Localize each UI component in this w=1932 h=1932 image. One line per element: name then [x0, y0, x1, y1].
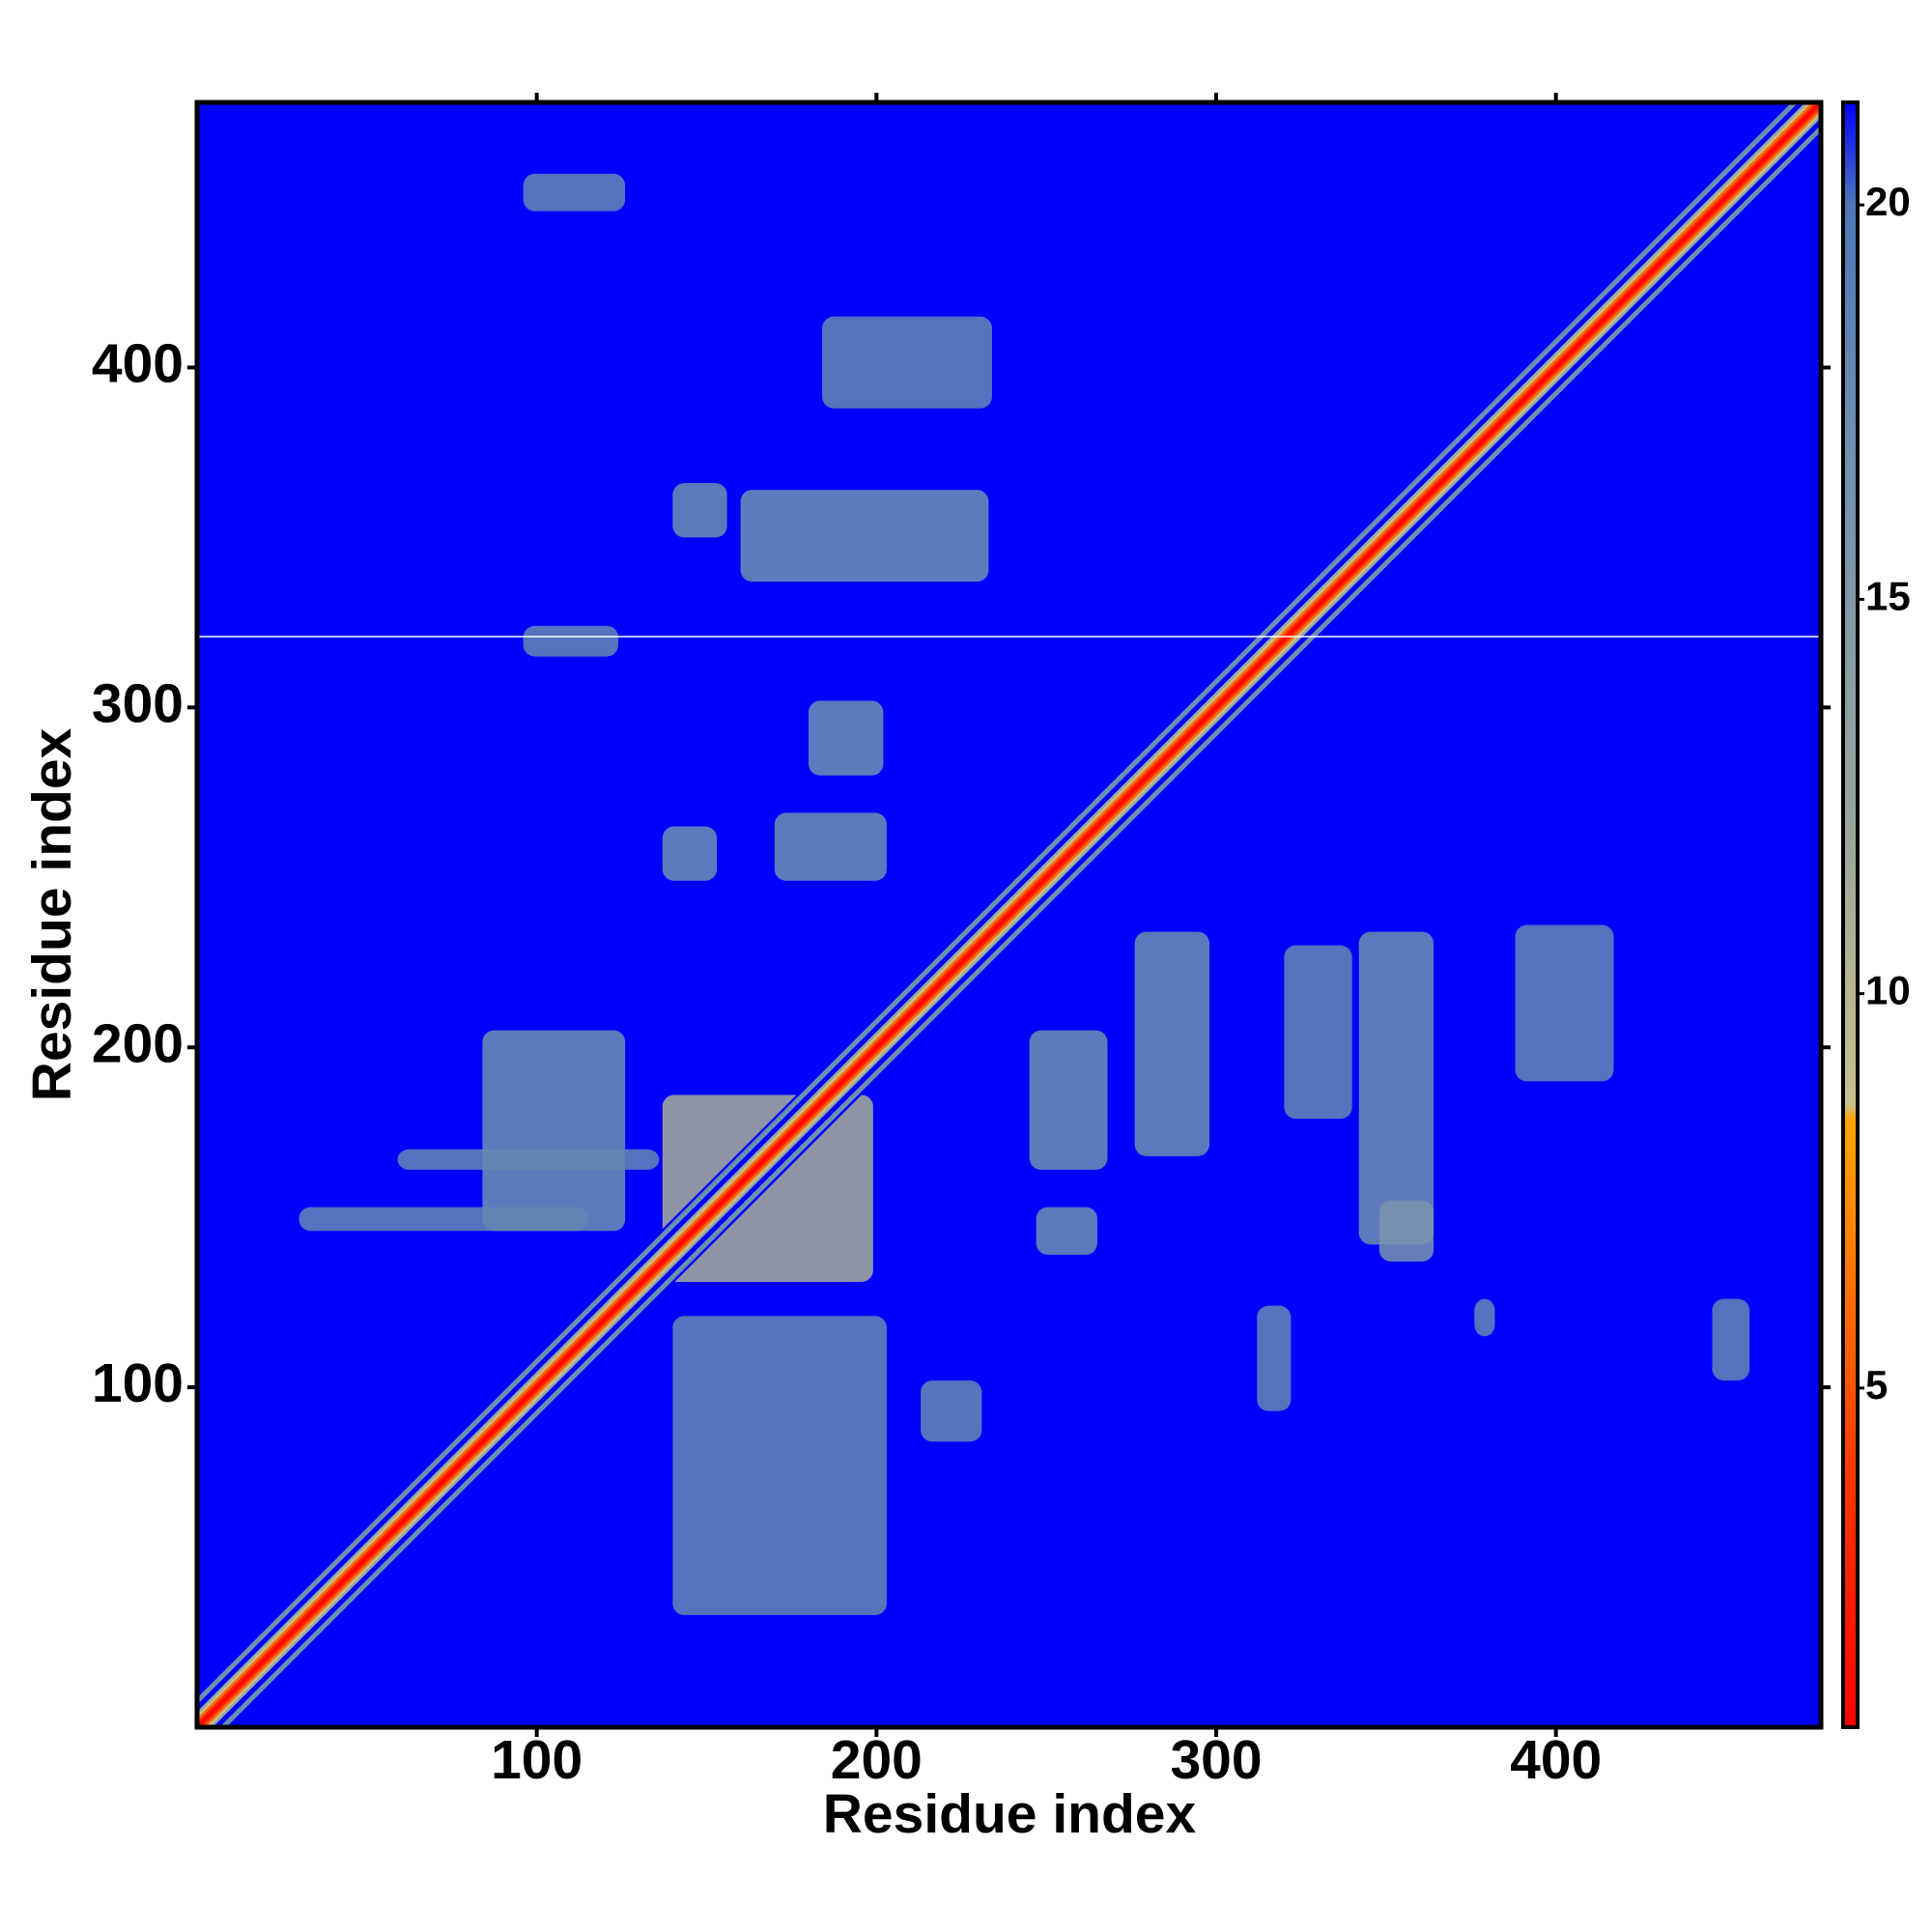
contact-block: [740, 490, 989, 582]
colorbar-tick-label: 15: [1865, 573, 1911, 618]
y-tick-label: 200: [92, 1012, 184, 1074]
y-tick-label: 300: [92, 672, 184, 734]
x-tick-label: 300: [1170, 1729, 1262, 1791]
y-tick-label: 100: [92, 1352, 184, 1414]
colorbar-tick-label: 20: [1865, 179, 1911, 224]
contact-block: [1029, 1030, 1108, 1170]
contact-block: [1515, 924, 1614, 1082]
diagonal-band: [197, 102, 1821, 1727]
x-tick-label: 400: [1510, 1729, 1602, 1791]
contact-block: [397, 1149, 660, 1170]
contact-block: [921, 1380, 982, 1442]
contact-block: [1474, 1298, 1495, 1337]
contact-block: [1036, 1207, 1097, 1255]
plot-frame: [194, 99, 1824, 1730]
contact-block: [1378, 1200, 1435, 1262]
x-tick-label: 200: [831, 1729, 923, 1791]
contact-block: [672, 1316, 887, 1615]
contact-block: [774, 812, 887, 881]
heatmap: [197, 102, 1821, 1727]
y-tick-label: 400: [92, 333, 184, 395]
x-tick-label: 100: [491, 1729, 582, 1791]
contact-block: [809, 700, 884, 776]
contact-block: [1134, 931, 1209, 1156]
colorbar-tick-label: 5: [1865, 1362, 1888, 1407]
contact-block: [482, 1030, 626, 1232]
contact-block: [1358, 931, 1435, 1245]
contact-block: [1712, 1298, 1750, 1381]
colorbar-tick-label: 10: [1865, 968, 1911, 1013]
contact-block: [523, 625, 619, 657]
contact-block: [1284, 945, 1352, 1120]
contact-block: [662, 826, 718, 881]
colorbar: [1841, 100, 1860, 1729]
contact-block: [672, 483, 727, 538]
y-axis-title: Residue index: [21, 727, 83, 1101]
contact-block: [523, 173, 626, 212]
contact-block: [1257, 1305, 1292, 1411]
contact-block: [298, 1207, 588, 1232]
x-axis-title: Residue index: [823, 1783, 1197, 1845]
contact-block: [822, 316, 992, 409]
